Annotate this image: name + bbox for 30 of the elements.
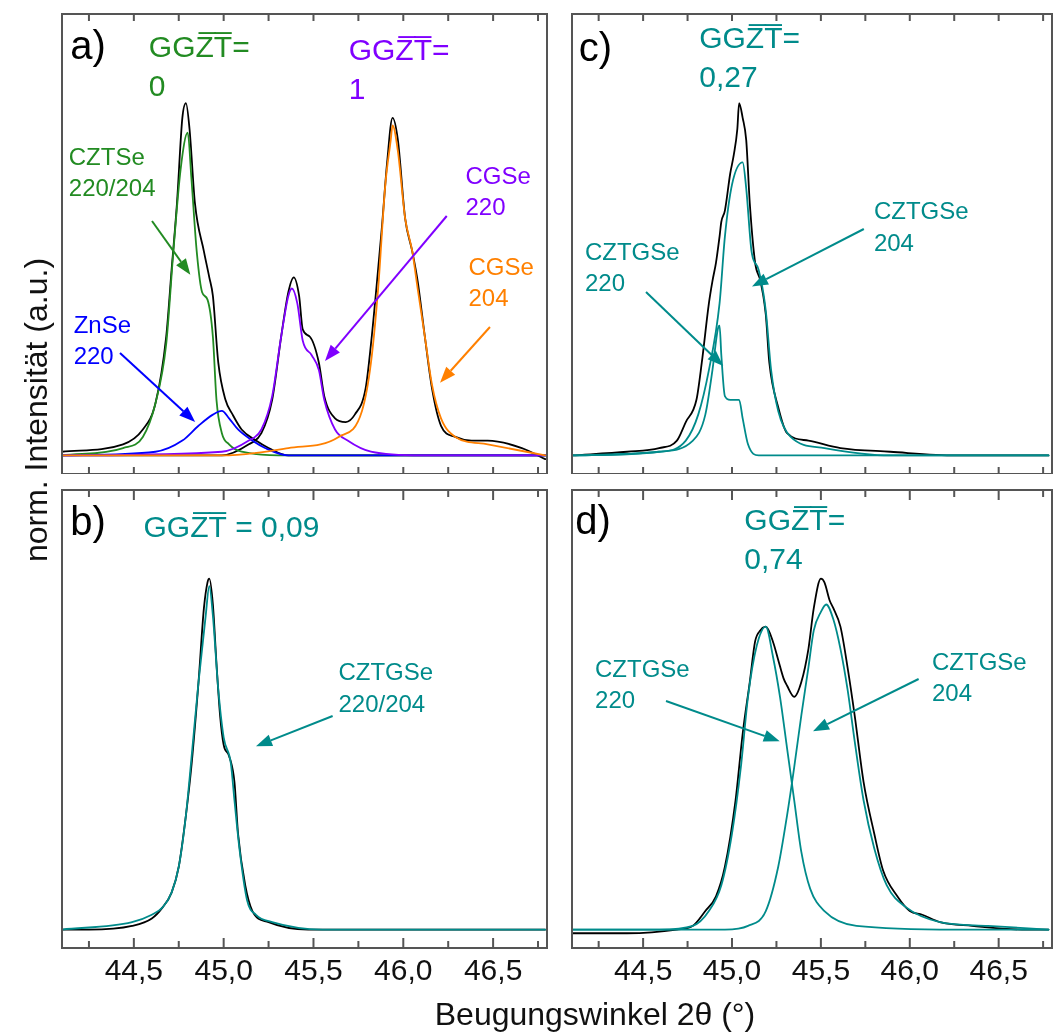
text: c) [578,25,613,70]
text: a) [70,22,106,67]
text: b) [70,498,106,543]
annotation: CZTGSe 220 [584,237,680,297]
annotation: CZTGSe 204 [873,197,969,256]
annotation: CZTSe 220/204 [68,143,156,202]
annotation: CGSe 204 [468,253,534,312]
x-tick-label: 45,5 [284,953,343,987]
text: GGZ̅T̅= 0,27 [699,21,801,94]
text: GGZ̅T̅ = 0,09 [143,509,320,543]
x-tick-label: 46,5 [463,953,523,987]
annotation: CZTGSe 220/204 [338,658,434,717]
text: d) [575,497,611,542]
annotation: ZnSe 220 [73,310,132,369]
x-axis-title: Beugungswinkel 2θ (°) [434,995,756,1033]
x-tick-label: 45,0 [194,953,253,987]
annotation: CGSe 220 [465,161,531,221]
x-tick-label: 45,5 [791,953,851,987]
x-tick-label: 46,0 [374,953,433,987]
text: GGZ̅T̅= 0,74 [744,503,846,576]
y-axis-title: norm. Intensität (a.u.) [17,257,55,563]
x-tick-label: 46,5 [969,953,1028,987]
x-tick-label: 45,0 [702,953,762,987]
annotation: CZTGSe 204 [932,648,1027,707]
annotation: GGZ̅T̅= 1 [348,33,450,106]
annotation: CZTGSe 220 [595,655,690,714]
text: GGZ̅T̅= 0 [148,30,250,103]
x-tick-label: 44,5 [104,953,164,987]
x-tick-label: 44,5 [613,953,673,987]
x-tick-label: 46,0 [880,953,939,987]
